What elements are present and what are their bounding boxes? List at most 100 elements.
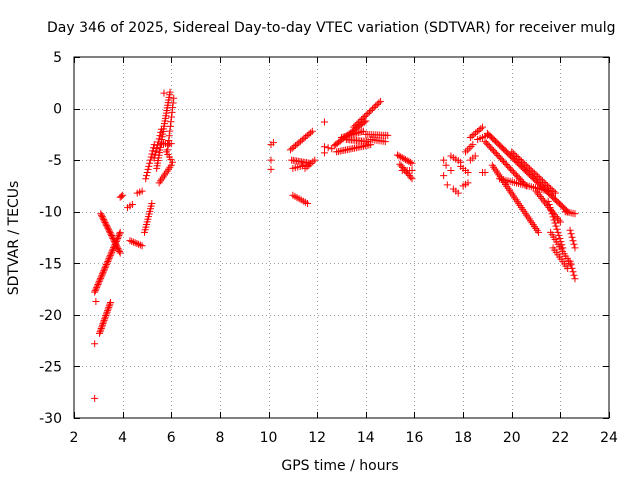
data-point — [116, 230, 124, 238]
data-point — [146, 159, 154, 167]
data-point — [131, 239, 139, 247]
data-point — [522, 162, 530, 170]
data-point — [267, 156, 275, 164]
data-point — [462, 148, 470, 156]
data-point — [156, 132, 164, 140]
data-point — [571, 275, 579, 283]
data-point — [545, 183, 553, 191]
data-point — [538, 194, 546, 202]
data-point — [481, 169, 489, 177]
data-point — [494, 151, 502, 159]
data-point — [105, 254, 113, 262]
data-point — [107, 250, 115, 258]
data-point — [514, 154, 522, 162]
data-point — [108, 248, 116, 256]
data-point — [119, 191, 127, 199]
data-point — [519, 159, 527, 167]
data-point — [530, 169, 538, 177]
data-point — [135, 240, 143, 248]
data-point — [566, 257, 574, 265]
data-point — [498, 156, 506, 164]
data-point — [138, 242, 146, 250]
data-point — [100, 265, 108, 273]
data-point — [102, 220, 110, 228]
data-point — [150, 141, 158, 149]
data-point — [440, 172, 448, 180]
data-point — [105, 227, 113, 235]
data-point — [571, 210, 579, 218]
data-point — [527, 166, 535, 174]
data-point — [472, 129, 480, 137]
data-point — [320, 118, 328, 126]
data-point — [114, 233, 122, 241]
plot-border — [73, 56, 610, 419]
data-point — [552, 189, 559, 197]
data-point — [442, 161, 450, 169]
data-point — [97, 273, 105, 281]
y-axis-title: SDTVAR / TECUs — [6, 181, 22, 296]
data-point — [502, 161, 510, 169]
data-point — [100, 217, 108, 225]
data-point — [543, 182, 551, 190]
data-point — [570, 271, 578, 279]
data-point — [302, 133, 310, 141]
data-point — [158, 125, 166, 133]
data-point — [526, 165, 534, 173]
x-tick-label: 22 — [551, 430, 569, 446]
data-point — [166, 127, 174, 135]
data-point — [535, 191, 543, 199]
data-point — [168, 158, 176, 166]
x-tick-label: 14 — [357, 430, 375, 446]
data-point — [556, 235, 564, 243]
data-point — [464, 169, 472, 177]
data-point — [484, 141, 492, 149]
data-point — [539, 196, 547, 204]
data-point — [554, 214, 562, 222]
data-point — [291, 142, 299, 150]
y-tick-label: -15 — [39, 256, 62, 272]
x-tick-labels: 2 4 6 8 10 12 14 16 18 20 22 24 — [70, 430, 618, 446]
data-point — [540, 178, 548, 186]
data-point — [99, 270, 107, 278]
data-point — [535, 174, 543, 182]
data-point — [549, 213, 557, 221]
data-point — [534, 172, 542, 180]
data-point — [311, 156, 319, 164]
data-point — [372, 102, 380, 110]
data-point — [358, 116, 366, 124]
data-point — [529, 168, 537, 176]
data-point — [507, 165, 515, 173]
data-point — [508, 148, 516, 156]
data-point — [508, 167, 516, 175]
data-point — [481, 138, 489, 146]
data-point — [104, 307, 112, 315]
x-axis-title: GPS time / hours — [281, 458, 398, 474]
data-point — [354, 119, 362, 127]
data-point — [548, 186, 556, 194]
data-point — [356, 117, 364, 125]
data-point — [454, 189, 462, 197]
data-point — [406, 158, 414, 166]
data-point — [288, 144, 296, 152]
data-point — [569, 237, 577, 245]
data-point — [469, 141, 477, 149]
data-point — [286, 146, 294, 154]
data-point — [550, 216, 558, 224]
data-point — [95, 277, 103, 285]
data-point — [361, 113, 369, 121]
data-point — [320, 143, 328, 151]
data-point — [147, 153, 155, 161]
data-point — [555, 231, 563, 239]
data-point — [166, 88, 174, 96]
data-point — [165, 136, 173, 144]
data-point — [567, 261, 575, 269]
data-point — [168, 108, 176, 116]
data-point — [93, 284, 101, 292]
data-point — [320, 149, 328, 157]
data-point — [105, 302, 113, 310]
data-point — [165, 132, 173, 140]
data-point — [548, 210, 556, 218]
data-point — [443, 181, 451, 189]
data-point — [106, 253, 114, 261]
